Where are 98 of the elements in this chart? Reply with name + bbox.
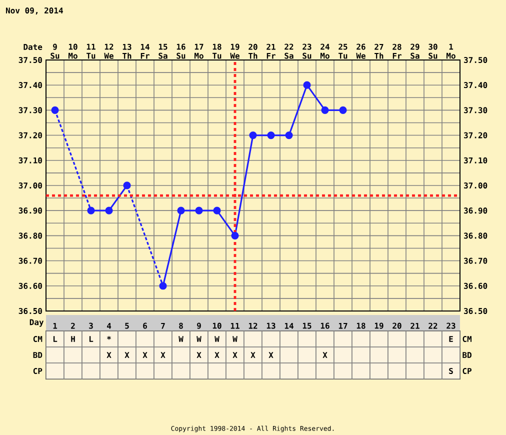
y-tick-label: 37.20 — [18, 132, 42, 138]
point — [105, 206, 113, 214]
x-tick-label: 27 Th — [374, 44, 384, 59]
x-tick-label: 26 We — [356, 44, 366, 59]
y-tick-label: 37.30 — [18, 107, 42, 114]
x-tick-label: 10 Mo — [68, 44, 78, 59]
y-tick-label: CM — [462, 336, 472, 342]
point — [177, 206, 185, 214]
text: E — [449, 336, 453, 342]
text: X — [160, 352, 166, 358]
text: L — [89, 336, 94, 342]
x-tick-label: 17 — [338, 322, 348, 329]
y-tick-label: 37.10 — [18, 157, 42, 164]
text: S — [449, 368, 453, 374]
x-tick-label: 28 Fr — [392, 44, 402, 59]
x-tick-label: 20 Th — [248, 44, 258, 59]
x-tick-label: 29 Sa — [410, 44, 420, 59]
x-tick-label: 14 Fr — [140, 44, 150, 59]
x-tick-label: 23 Su — [302, 44, 312, 59]
text: W — [214, 336, 220, 342]
x-axis-title: Date — [24, 44, 42, 50]
chart-title: Nov 09, 2014 — [6, 7, 63, 15]
point — [303, 81, 311, 89]
text: X — [196, 352, 202, 358]
point — [321, 106, 329, 114]
x-tick-label: 13 — [266, 322, 276, 329]
x-tick-label: 21 Fr — [266, 44, 276, 59]
y-tick-label: 36.80 — [18, 232, 42, 239]
x-tick-label: 10 — [212, 322, 222, 329]
x-tick-label: 15 — [302, 322, 312, 329]
y-tick-label: 36.90 — [18, 208, 42, 214]
x-tick-label: 14 — [284, 322, 294, 329]
x-tick-label: 9 Su — [50, 44, 60, 59]
y-tick-label: CP — [462, 368, 472, 374]
text: W — [232, 336, 238, 342]
x-tick-label: 12 — [248, 322, 258, 329]
point — [87, 206, 95, 214]
x-tick-label: 8 — [179, 322, 183, 329]
x-tick-label: 21 — [410, 322, 420, 329]
x-tick-label: 22 Sa — [284, 44, 294, 59]
text: W — [196, 336, 202, 342]
x-tick-label: 19 — [374, 322, 384, 329]
point — [195, 206, 203, 214]
x-tick-label: 4 — [106, 322, 112, 329]
text: X — [142, 352, 148, 358]
x-tick-label: 30 Su — [428, 44, 438, 59]
x-tick-label: 11 — [230, 322, 240, 329]
x-tick-label: 23 — [446, 322, 456, 329]
point — [231, 232, 239, 240]
point — [159, 282, 167, 290]
point — [213, 206, 221, 214]
x-tick-label: 12 We — [104, 44, 114, 59]
x-tick-label: 18 Tu — [212, 44, 222, 59]
point — [285, 131, 293, 140]
x-tick-label: 25 Tu — [338, 44, 348, 59]
point — [267, 131, 275, 140]
text: * — [107, 336, 111, 340]
point — [51, 106, 59, 114]
y-tick-label: 36.60 — [18, 282, 42, 289]
x-axis-title: Day — [30, 319, 44, 327]
x-tick-label: 19 We — [230, 44, 240, 59]
y-tick-label: 37.50 — [18, 56, 42, 64]
text: X — [214, 352, 220, 358]
text: W — [178, 336, 184, 342]
text: X — [232, 352, 238, 358]
point — [339, 106, 347, 114]
x-tick-label: 9 — [197, 322, 201, 329]
x-tick-label: 20 — [392, 322, 402, 329]
y-tick-label: BD — [462, 352, 472, 358]
y-tick-label: 37.40 — [18, 82, 42, 88]
x-tick-label: 16 Su — [176, 44, 186, 59]
y-tick-label: 37.00 — [18, 182, 42, 189]
text: X — [124, 352, 130, 358]
text: X — [268, 352, 274, 358]
x-tick-label: 6 — [143, 322, 147, 329]
text: H — [71, 336, 75, 342]
y-tick-label: 36.70 — [18, 258, 42, 264]
x-tick-label: 2 — [71, 322, 75, 329]
x-tick-label: 7 — [161, 322, 165, 329]
x-tick-label: 11 Tu — [86, 44, 96, 59]
x-tick-label: 1 — [53, 322, 58, 329]
x-tick-label: 22 — [428, 322, 438, 329]
x-tick-label: 18 — [356, 322, 366, 329]
x-tick-label: 15 Sa — [158, 44, 168, 59]
x-tick-label: 1 Mo — [446, 44, 456, 59]
x-tick-label: 16 — [320, 322, 330, 329]
x-tick-label: 5 — [125, 322, 129, 329]
x-tick-label: 24 Mo — [320, 44, 330, 59]
text: X — [106, 352, 112, 358]
point — [249, 131, 257, 140]
point — [123, 182, 131, 190]
text: L — [53, 336, 58, 342]
text: X — [322, 352, 328, 358]
text: X — [250, 352, 256, 358]
x-tick-label: 13 Th — [122, 44, 132, 59]
y-tick-label: 36.50 — [18, 308, 42, 314]
x-tick-label: 3 — [89, 322, 93, 329]
x-tick-label: 17 Mo — [194, 44, 204, 59]
